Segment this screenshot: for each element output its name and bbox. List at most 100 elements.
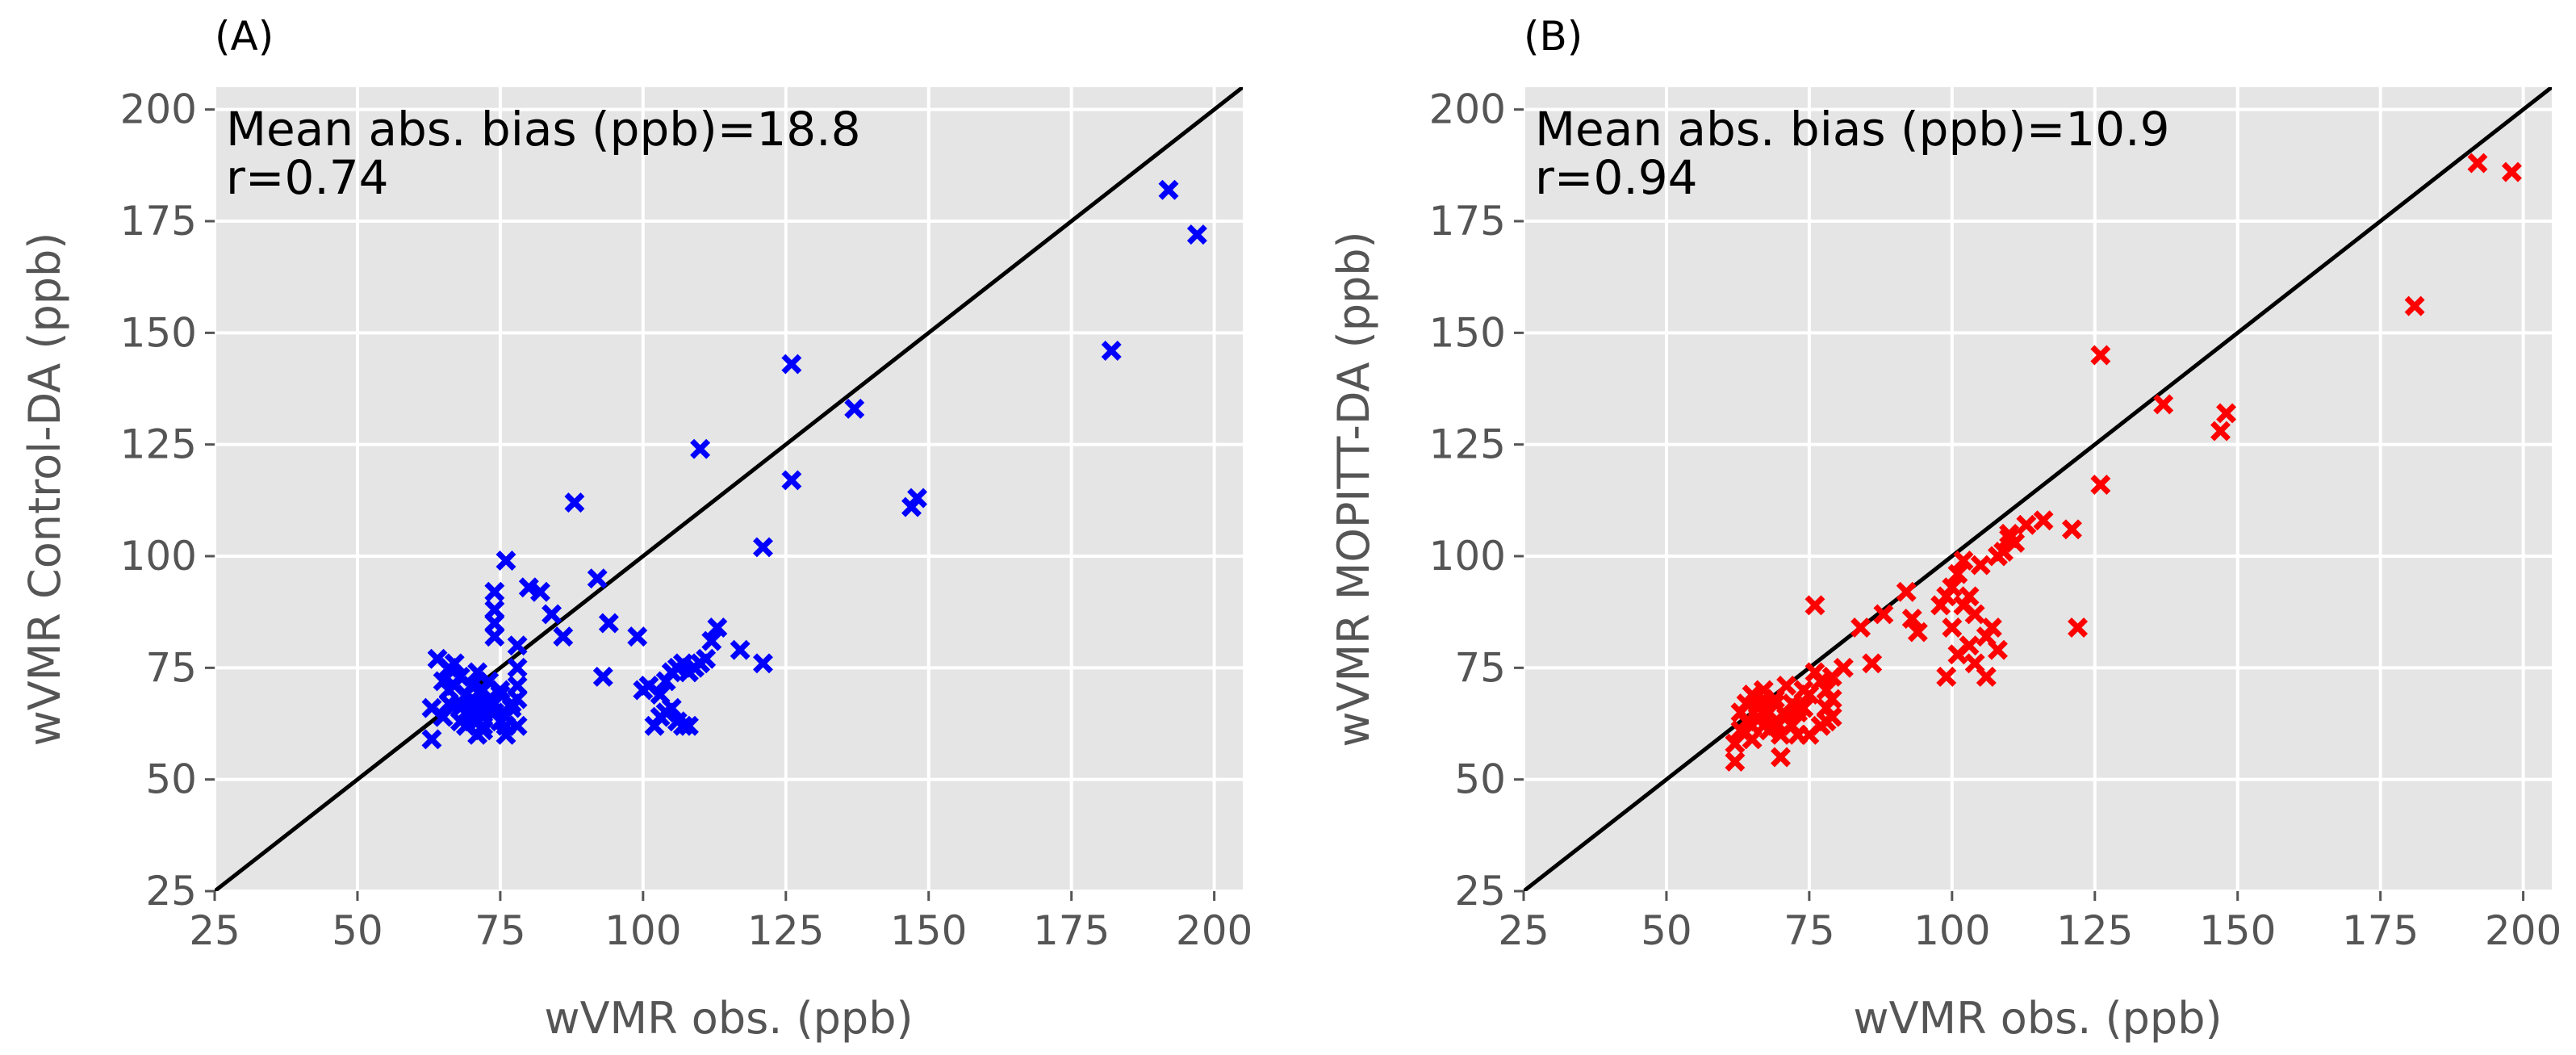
y-tick-label: 75 (1454, 644, 1506, 691)
data-point (1953, 551, 1974, 571)
data-point (542, 604, 562, 625)
data-point (672, 715, 693, 736)
data-point (781, 470, 802, 491)
data-point (455, 684, 476, 705)
data-point (1753, 689, 1774, 710)
data-point (1862, 653, 1883, 674)
data-point (730, 639, 751, 660)
data-point (1930, 595, 1951, 616)
data-point (490, 680, 511, 701)
data-point (2467, 153, 2488, 174)
y-tick-label: 200 (120, 86, 197, 133)
panel-b: 25 50 75 100 125 150 175 200 25 50 75 100 125 150 175 2… (1328, 13, 2561, 1044)
data-point (553, 626, 574, 647)
data-point (507, 635, 528, 656)
data-point (473, 715, 494, 736)
mean-abs-bias-annotation: Mean abs. bias (ppb)=18.8 (226, 102, 860, 157)
x-tick-label: 175 (1033, 907, 1110, 954)
data-point (661, 697, 682, 718)
data-point (1953, 595, 1974, 616)
data-point (592, 666, 613, 687)
x-axis-label: wVMR obs. (ppb) (544, 993, 913, 1044)
x-tick-label: 25 (189, 907, 240, 954)
data-point (1799, 724, 1820, 745)
data-point (1942, 618, 1963, 638)
data-point (421, 729, 442, 750)
data-point (1850, 618, 1871, 638)
data-point (1896, 581, 1917, 602)
x-tick-label: 175 (2342, 907, 2419, 954)
data-point (1725, 751, 1746, 772)
data-point (433, 706, 454, 727)
data-point (707, 618, 728, 638)
data-point (752, 537, 773, 558)
x-tick-label: 200 (1176, 907, 1252, 954)
data-point (564, 492, 585, 513)
data-point (1873, 604, 1894, 625)
data-point (1987, 546, 2008, 567)
data-point (467, 662, 488, 683)
data-point (2033, 510, 2054, 531)
data-point (1947, 644, 1968, 665)
data-point (696, 648, 717, 669)
data-point (1999, 528, 2020, 549)
y-tick-label: 25 (1454, 868, 1506, 915)
data-point (1947, 563, 1968, 584)
data-point (438, 693, 459, 714)
y-tick-label: 150 (1429, 309, 1506, 356)
panel-label: (B) (1524, 13, 1583, 60)
one-to-one-line (215, 87, 1243, 891)
mean-abs-bias-annotation: Mean abs. bias (ppb)=10.9 (1535, 102, 2169, 157)
data-point (1186, 224, 1207, 245)
data-point (1936, 666, 1957, 687)
data-point (1999, 523, 2020, 544)
y-tick-label: 125 (120, 421, 197, 468)
data-point (1804, 595, 1825, 616)
y-tick-label: 150 (120, 309, 197, 356)
data-point (2016, 514, 2037, 535)
data-layer (1524, 87, 2552, 891)
data-point (1964, 653, 1985, 674)
y-axis-label: wVMR MOPITT-DA (ppb) (1328, 231, 1379, 747)
data-point (2210, 421, 2231, 442)
y-tick-label: 50 (1454, 756, 1506, 803)
y-axis-label: wVMR Control-DA (ppb) (19, 232, 70, 747)
x-tick-label: 25 (1498, 907, 1549, 954)
data-point (1771, 747, 1791, 768)
data-point (1804, 662, 1825, 683)
data-point (2090, 474, 2111, 495)
data-point (2153, 394, 2174, 415)
y-tick-label: 100 (120, 533, 197, 580)
data-point (1725, 733, 1746, 754)
data-point (1970, 555, 1991, 576)
one-to-one-line (1524, 87, 2552, 891)
data-point (2404, 295, 2425, 316)
x-tick-label: 150 (2199, 907, 2276, 954)
data-point (781, 354, 802, 375)
x-tick-label: 125 (2056, 907, 2133, 954)
data-point (501, 697, 522, 718)
data-point (1101, 340, 1122, 361)
x-tick-label: 75 (475, 907, 526, 954)
x-tick-label: 75 (1784, 907, 1835, 954)
x-axis-label: wVMR obs. (ppb) (1853, 993, 2222, 1044)
correlation-annotation: r=0.74 (226, 150, 389, 205)
data-point (587, 568, 608, 589)
data-point (1158, 179, 1179, 200)
correlation-annotation: r=0.94 (1535, 150, 1698, 205)
data-point (1730, 702, 1751, 723)
data-point (752, 653, 773, 674)
data-point (507, 657, 528, 678)
y-tick-label: 175 (120, 198, 197, 245)
data-point (678, 715, 699, 736)
data-point (529, 581, 550, 602)
x-tick-label: 100 (1913, 907, 1990, 954)
x-tick-label: 125 (747, 907, 824, 954)
x-tick-label: 100 (604, 907, 681, 954)
y-tick-label: 200 (1429, 86, 1506, 133)
data-layer (215, 87, 1243, 891)
data-point (484, 626, 505, 647)
data-point (496, 551, 516, 571)
data-point (907, 488, 928, 509)
